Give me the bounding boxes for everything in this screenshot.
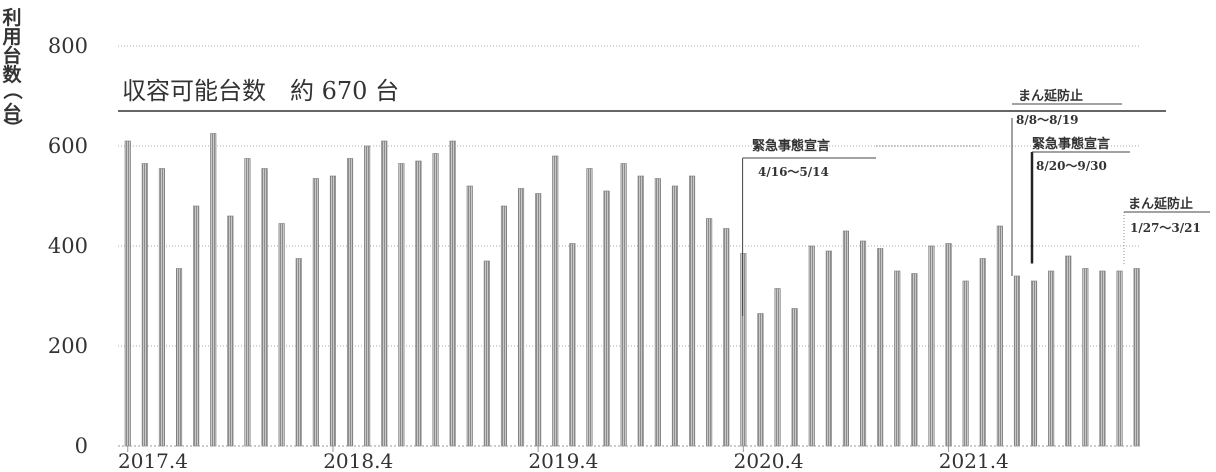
bar [500, 205, 508, 447]
bar [483, 260, 490, 447]
x-tick-label: 2021.4 [939, 449, 1009, 472]
bar [603, 190, 610, 447]
annotation-dates: 8/20～9/30 [1036, 159, 1107, 173]
y-axis-label-char: 数 [2, 63, 22, 86]
bar [432, 153, 439, 447]
bar [859, 240, 867, 447]
annotation-emergency-1: 緊急事態宣言 4/16～5/14 [742, 138, 980, 316]
bar [637, 175, 644, 447]
annotation-prevention-1: まん延防止 8/8～8/19 [1011, 88, 1122, 276]
bar [928, 245, 935, 447]
bar [945, 243, 952, 447]
bar [329, 175, 337, 447]
bar [808, 245, 815, 447]
y-axis-label-char: 用 [2, 26, 21, 48]
annotation-dates: 4/16～5/14 [758, 165, 829, 179]
y-tick-labels: 0 200 400 600 800 [48, 34, 88, 458]
y-axis-label-char: 台 [2, 101, 21, 124]
bar [1099, 270, 1106, 447]
bar [535, 193, 542, 447]
bar [210, 133, 217, 447]
bar [979, 258, 986, 447]
bar [996, 225, 1003, 447]
bar [586, 168, 593, 447]
bar [706, 218, 713, 447]
bar [740, 253, 747, 447]
bar [466, 185, 473, 447]
gridlines [118, 45, 1140, 347]
annotation-dates: 8/8～8/19 [1016, 113, 1079, 127]
x-tick-labels: 2017.4 2018.4 2019.4 2020.4 2021.4 [118, 446, 1009, 472]
y-axis-label-char: 利 [2, 7, 21, 29]
bar [569, 243, 576, 447]
x-tick-label: 2017.4 [118, 449, 188, 472]
y-tick-label: 600 [48, 134, 88, 158]
bar [1065, 255, 1072, 447]
bar [757, 313, 764, 447]
bar [1013, 275, 1021, 447]
bar [278, 223, 285, 447]
bar [962, 280, 969, 447]
bar [894, 270, 901, 447]
annotation-title: 緊急事態宣言 [1032, 136, 1110, 152]
y-axis-label-char: （ [1, 80, 24, 99]
bar [346, 158, 354, 447]
bar [774, 288, 781, 447]
bar [791, 308, 798, 447]
bar [176, 268, 183, 447]
y-tick-label: 0 [75, 434, 88, 458]
y-axis-label-char: ） [1, 118, 24, 137]
bar [381, 140, 388, 447]
bar [141, 163, 148, 447]
annotation-title: まん延防止 [1128, 196, 1193, 212]
bar [877, 248, 884, 447]
bar [1048, 270, 1055, 447]
bar [1082, 268, 1089, 447]
capacity-reference-line: 収容可能台数 約 670 台 [118, 77, 1166, 112]
bar [158, 168, 165, 447]
y-tick-label: 200 [48, 334, 88, 358]
annotation-title: 緊急事態宣言 [752, 138, 830, 154]
bars [124, 133, 1140, 447]
bar [124, 140, 131, 447]
bar [552, 155, 559, 447]
bar [723, 228, 730, 447]
bar [517, 188, 525, 447]
y-tick-label: 400 [48, 234, 88, 258]
bar [671, 185, 679, 447]
bar [911, 273, 918, 447]
bar [398, 163, 405, 447]
bar [620, 163, 627, 447]
x-tick-label: 2019.4 [528, 449, 598, 472]
annotation-title: まん延防止 [1018, 88, 1083, 104]
x-tick-label: 2018.4 [323, 449, 393, 472]
bar [825, 250, 832, 447]
bar [364, 145, 371, 447]
bar [654, 178, 661, 447]
y-axis-label-char: 台 [2, 44, 21, 67]
bar [244, 158, 251, 447]
bar [1133, 268, 1140, 447]
bar [227, 215, 234, 447]
bar [449, 140, 456, 447]
capacity-label: 収容可能台数 約 670 台 [122, 77, 399, 105]
bar [312, 178, 319, 447]
y-tick-label: 800 [48, 34, 88, 58]
annotations: 緊急事態宣言 4/16～5/14 まん延防止 8/8～8/19 緊急事態宣言 8/20～9… [742, 88, 1210, 316]
bar [1116, 270, 1123, 447]
bar [295, 258, 302, 447]
bar [193, 205, 200, 447]
annotation-emergency-2: 緊急事態宣言 8/20～9/30 [1030, 136, 1130, 264]
bar [415, 160, 422, 447]
bar [842, 230, 850, 447]
bar [1031, 280, 1038, 447]
x-tick-label: 2020.4 [734, 449, 804, 472]
annotation-prevention-2: まん延防止 1/27～3/21 [1123, 196, 1210, 266]
bar [261, 168, 268, 447]
bar [688, 175, 696, 447]
annotation-dates: 1/27～3/21 [1130, 221, 1201, 235]
